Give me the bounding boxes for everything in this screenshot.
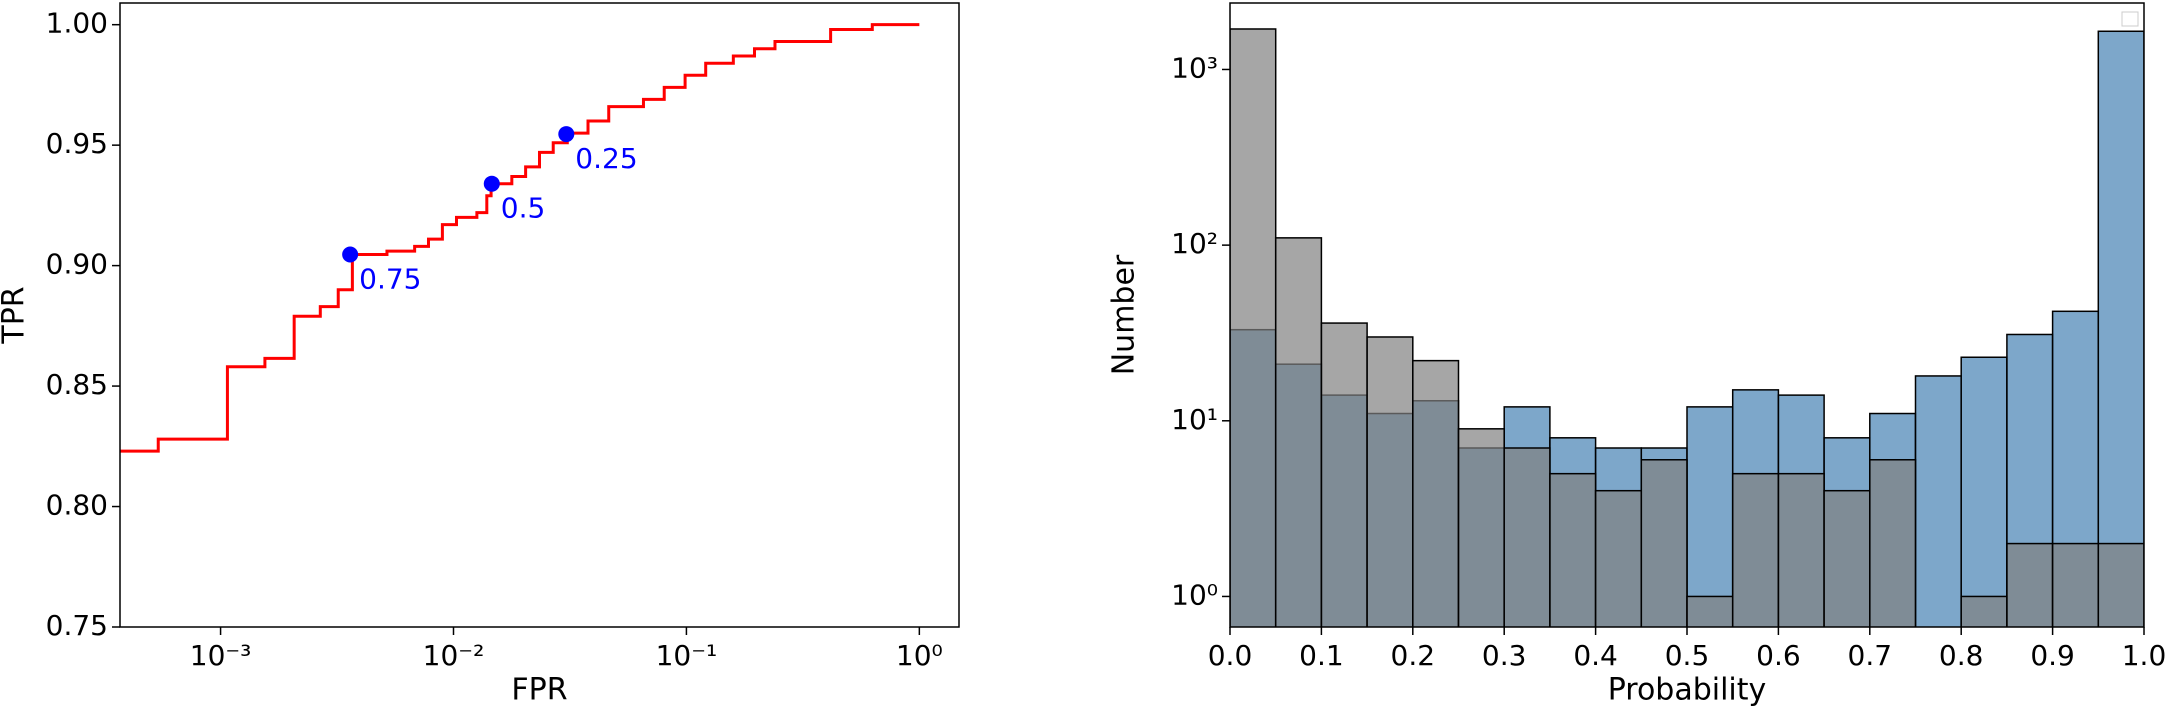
y-tick-label: 0.85 [46, 368, 108, 401]
hist-bar [1731, 472, 1780, 627]
x-tick-label: 0.3 [1482, 639, 1527, 672]
y-tick-label: 0.95 [46, 127, 108, 160]
x-tick-label: 0.0 [1208, 639, 1253, 672]
hist-bar [1823, 489, 1871, 627]
x-tick-label: 0.4 [1573, 639, 1618, 672]
x-tick-label: 0.5 [1665, 639, 1710, 672]
x-tick-label: 10⁻³ [190, 639, 252, 672]
hist-bar [1549, 472, 1597, 627]
hist-bar [1960, 356, 2008, 627]
y-tick-label: 0.80 [46, 489, 108, 522]
y-tick-label: 1.00 [46, 7, 108, 40]
x-tick-label: 1.0 [2122, 639, 2167, 672]
x-tick-label: 0.7 [1848, 639, 1893, 672]
x-tick-label: 0.9 [2030, 639, 2075, 672]
x-axis-label: Probability [1608, 673, 1767, 708]
x-tick-label: 10⁰ [896, 639, 943, 672]
hist-bar [1274, 237, 1323, 627]
hist-bar [1230, 28, 1277, 627]
threshold-point [342, 246, 359, 263]
x-tick-label: 0.6 [1756, 639, 1801, 672]
y-tick-label: 10⁰ [1171, 578, 1218, 611]
hist-bar [2006, 542, 2054, 627]
x-tick-label: 0.1 [1299, 639, 1344, 672]
threshold-point [483, 175, 500, 192]
y-axis-label: Number [1107, 254, 1142, 375]
x-tick-label: 0.8 [1939, 639, 1984, 672]
plot-area [120, 23, 920, 453]
plot-area [1230, 28, 2144, 627]
hist-bar [1457, 428, 1505, 627]
hist-bar [2051, 542, 2100, 627]
y-tick-label: 10² [1171, 227, 1218, 260]
hist-bar [1366, 336, 1414, 627]
x-tick-label: 10⁻² [423, 639, 485, 672]
hist-bar [1960, 595, 2008, 627]
hist-bar [1503, 447, 1551, 627]
threshold-label: 0.75 [359, 263, 421, 296]
y-tick-label: 10³ [1171, 51, 1218, 84]
hist-bar [1869, 459, 1917, 627]
y-tick-label: 10¹ [1171, 403, 1218, 436]
x-tick-label: 10⁻¹ [656, 639, 718, 672]
x-tick-label: 0.2 [1391, 639, 1436, 672]
hist-bar [1686, 595, 1734, 627]
roc-line [120, 23, 920, 453]
legend-box [2121, 11, 2139, 27]
hist-bar [1640, 459, 1688, 627]
y-tick-label: 0.75 [46, 609, 108, 642]
axes-frame [1229, 2, 2145, 628]
hist-bar [1777, 472, 1825, 627]
threshold-label: 0.5 [501, 192, 546, 225]
threshold-point [558, 126, 575, 143]
hist-bar [1594, 489, 1643, 627]
hist-bar [1686, 406, 1734, 627]
hist-bar [2097, 542, 2144, 627]
y-tick-label: 0.90 [46, 248, 108, 281]
threshold-label: 0.25 [575, 142, 637, 175]
hist-bar [1320, 322, 1368, 627]
x-axis-label: FPR [511, 673, 567, 708]
hist-bar [1914, 375, 1962, 627]
hist-bar [1412, 359, 1460, 627]
hist-bar [2097, 30, 2144, 627]
axes-frame [119, 2, 960, 628]
y-axis-label: TPR [0, 286, 32, 344]
